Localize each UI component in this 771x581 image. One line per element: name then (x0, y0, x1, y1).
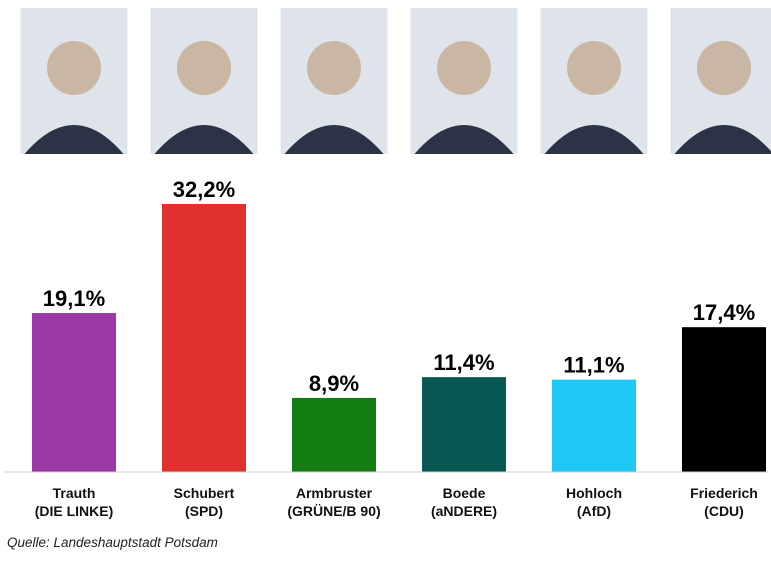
bar-armbruster (292, 397, 376, 472)
category-name-armbruster: Armbruster (296, 485, 373, 501)
bar-hohloch (552, 379, 636, 472)
value-label-trauth: 19,1% (43, 286, 105, 311)
candidate-photo-boede (410, 8, 518, 154)
bar-trauth (32, 313, 116, 472)
value-label-friederich: 17,4% (693, 300, 755, 325)
candidate-photo-friederich (670, 8, 771, 154)
category-name-boede: Boede (443, 485, 486, 501)
value-labels: 19,1% 32,2% 8,9% 11,4% 11,1% 17,4% (43, 177, 755, 396)
candidate-photo-trauth (20, 8, 128, 154)
category-party-boede: (aNDERE) (431, 503, 497, 519)
category-name-friederich: Friederich (690, 485, 758, 501)
value-label-hohloch: 11,1% (563, 353, 624, 378)
category-name-trauth: Trauth (53, 485, 96, 501)
value-label-boede: 11,4% (433, 350, 494, 375)
category-name-hohloch: Hohloch (566, 485, 622, 501)
candidate-photo-armbruster (280, 8, 388, 154)
category-party-armbruster: (GRÜNE/B 90) (287, 503, 380, 519)
candidate-photos (20, 8, 771, 154)
candidate-photo-schubert (150, 8, 258, 154)
source-note: Quelle: Landeshauptstadt Potsdam (7, 535, 218, 550)
category-labels: Trauth (DIE LINKE) Schubert (SPD) Armbruster… (35, 485, 758, 519)
category-name-schubert: Schubert (174, 485, 235, 501)
category-party-hohloch: (AfD) (577, 503, 611, 519)
value-label-schubert: 32,2% (173, 177, 235, 202)
bars (32, 204, 766, 472)
category-party-trauth: (DIE LINKE) (35, 503, 114, 519)
bar-boede (422, 377, 506, 472)
bar-schubert (162, 204, 246, 472)
bar-friederich (682, 327, 766, 472)
candidate-photo-hohloch (540, 8, 648, 154)
value-label-armbruster: 8,9% (309, 371, 359, 396)
category-party-schubert: (SPD) (185, 503, 223, 519)
category-party-friederich: (CDU) (704, 503, 744, 519)
